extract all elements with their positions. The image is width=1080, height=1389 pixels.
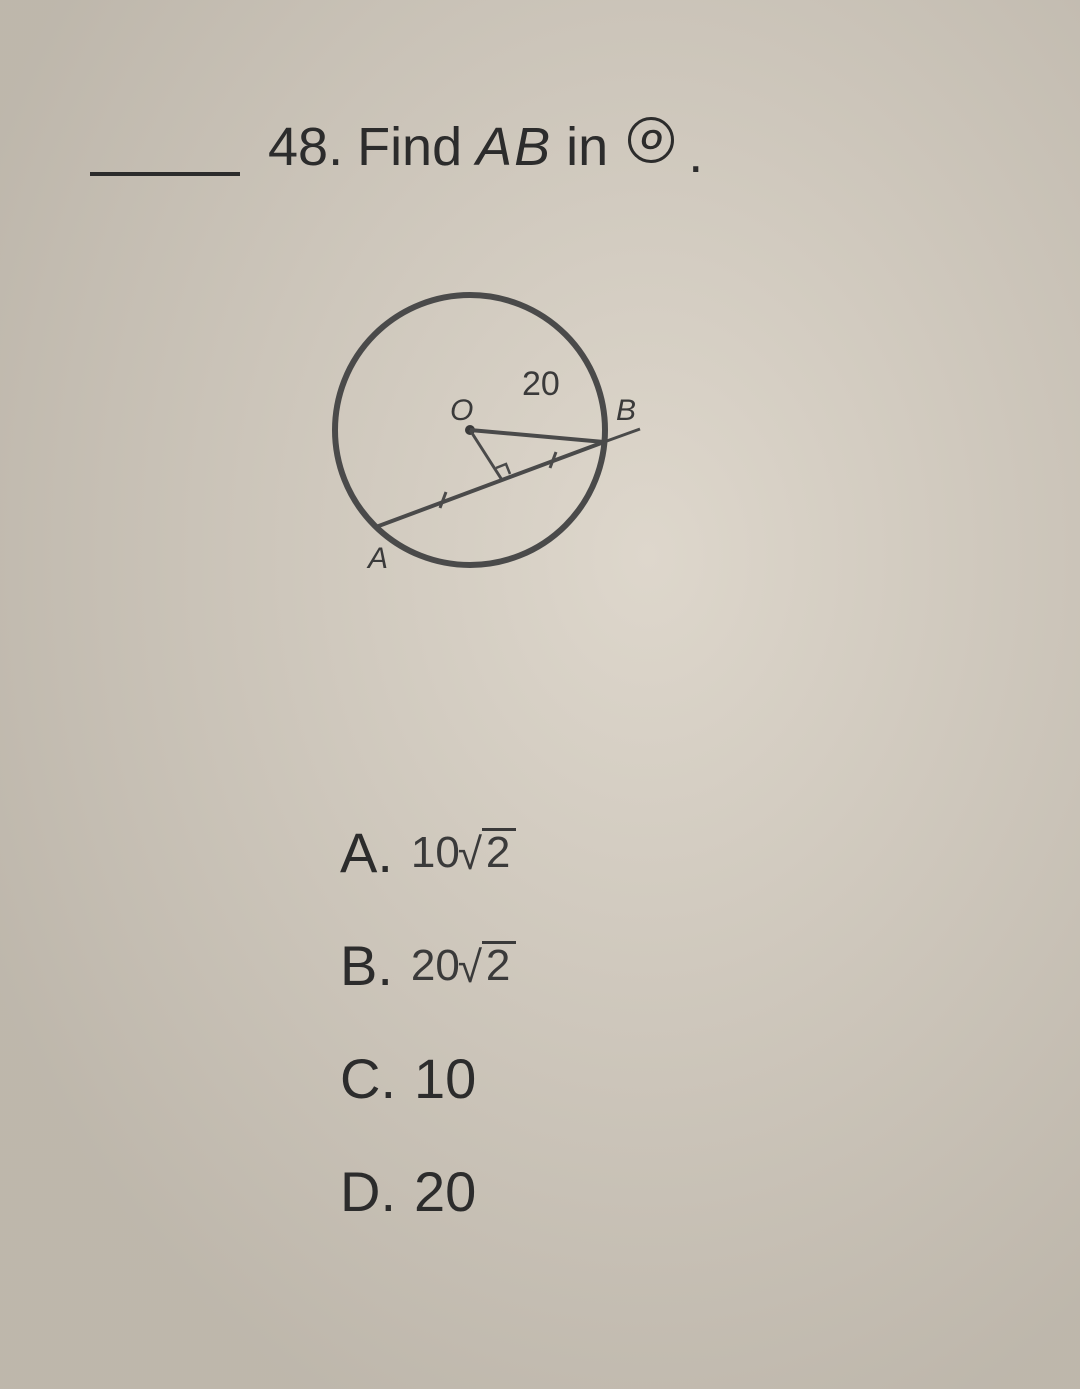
point-A-label: A: [366, 542, 388, 575]
question-word-find: Find: [357, 116, 462, 178]
choice-letter: D.: [340, 1159, 396, 1224]
coef: 20: [411, 941, 460, 991]
segment-label: AB: [476, 116, 552, 178]
question-line: 48. Find AB in O .: [268, 116, 703, 179]
choice-C[interactable]: C. 10: [340, 1046, 516, 1111]
radicand: 2: [482, 828, 516, 875]
choice-B[interactable]: B. 20 2: [340, 933, 516, 998]
choice-letter: B.: [340, 933, 393, 998]
choice-value: 20: [414, 1159, 476, 1224]
choice-D[interactable]: D. 20: [340, 1159, 516, 1224]
radical: 2: [464, 941, 516, 991]
point-B-label: B: [616, 394, 636, 427]
choice-letter: A.: [340, 820, 393, 885]
choice-letter: C.: [340, 1046, 396, 1111]
chord-AB: [376, 442, 604, 527]
radius-length-label: 20: [522, 365, 560, 403]
answer-blank[interactable]: [90, 172, 240, 176]
answer-choices: A. 10 2 B. 20 2 C. 10 D. 20: [340, 820, 516, 1224]
circle-name-O: O: [628, 117, 674, 163]
trailing-dot: .: [688, 123, 703, 185]
circle-diagram: O 20 B A: [300, 260, 700, 660]
coef: 10: [411, 828, 460, 878]
radius-OB: [470, 430, 604, 442]
perp-from-O: [470, 430, 502, 480]
radicand: 2: [482, 941, 516, 988]
choice-value: 10: [414, 1046, 476, 1111]
choice-value: 10 2: [411, 828, 516, 878]
question-word-in: in: [566, 116, 608, 178]
center-label: O: [450, 394, 473, 427]
radical: 2: [464, 828, 516, 878]
chord-AB-extension: [604, 429, 640, 442]
question-number: 48.: [268, 116, 343, 178]
choice-value: 20 2: [411, 941, 516, 991]
choice-A[interactable]: A. 10 2: [340, 820, 516, 885]
